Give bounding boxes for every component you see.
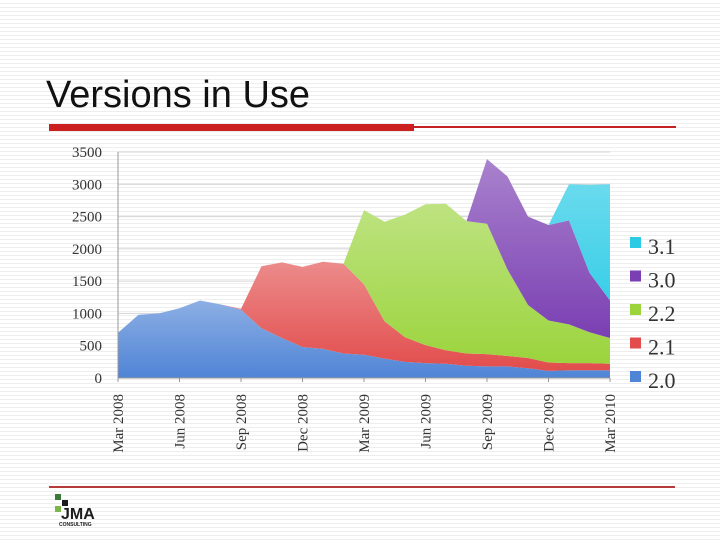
x-tick-label: Mar 2008 (111, 394, 127, 453)
series-area-3-0 (118, 159, 610, 338)
x-tick-label: Jun 2009 (419, 394, 435, 449)
x-tick-label: Jun 2008 (173, 394, 189, 449)
title-divider-line (414, 126, 676, 128)
legend-label: 3.0 (648, 268, 676, 293)
y-tick-label: 3500 (72, 145, 102, 161)
y-tick-label: 1500 (72, 274, 102, 290)
legend-label: 2.1 (648, 335, 676, 360)
x-tick-label: Dec 2008 (296, 394, 312, 452)
x-tick-label: Sep 2008 (234, 394, 250, 450)
jma-consulting-logo: JMA CONSULTING (55, 494, 95, 528)
legend-swatch (630, 337, 641, 349)
slide-title: Versions in Use (46, 74, 311, 116)
versions-area-chart: 0 500 1000 1500 2000 2500 3000 3500 Mar 2008 Jun … (72, 145, 676, 453)
x-tick-label: Mar 2009 (357, 394, 373, 453)
x-tick-label: Sep 2009 (480, 394, 496, 450)
y-tick-label: 2500 (72, 210, 102, 226)
x-tick-label: Dec 2009 (542, 394, 558, 452)
title-underline-bar (49, 124, 414, 131)
svg-text:JMA: JMA (61, 506, 95, 523)
legend-swatch (630, 371, 641, 382)
series-area-2-0 (118, 300, 610, 378)
legend-swatch (630, 270, 641, 282)
legend-label: 2.0 (648, 368, 676, 393)
legend-label: 3.1 (648, 234, 676, 259)
y-tick-label: 0 (95, 371, 103, 387)
svg-text:CONSULTING: CONSULTING (59, 522, 92, 528)
legend-swatch (630, 304, 641, 315)
series-area-2-1 (118, 261, 610, 371)
y-tick-label: 3000 (72, 177, 102, 193)
legend-swatch (630, 237, 641, 248)
series-area-2-2 (118, 203, 610, 364)
y-tick-label: 1000 (72, 306, 102, 322)
y-tick-label: 2000 (72, 242, 102, 258)
x-tick-label: Mar 2010 (603, 394, 619, 453)
footer-divider-line (49, 486, 675, 488)
legend-label: 2.2 (648, 301, 676, 326)
y-tick-label: 500 (80, 339, 103, 355)
